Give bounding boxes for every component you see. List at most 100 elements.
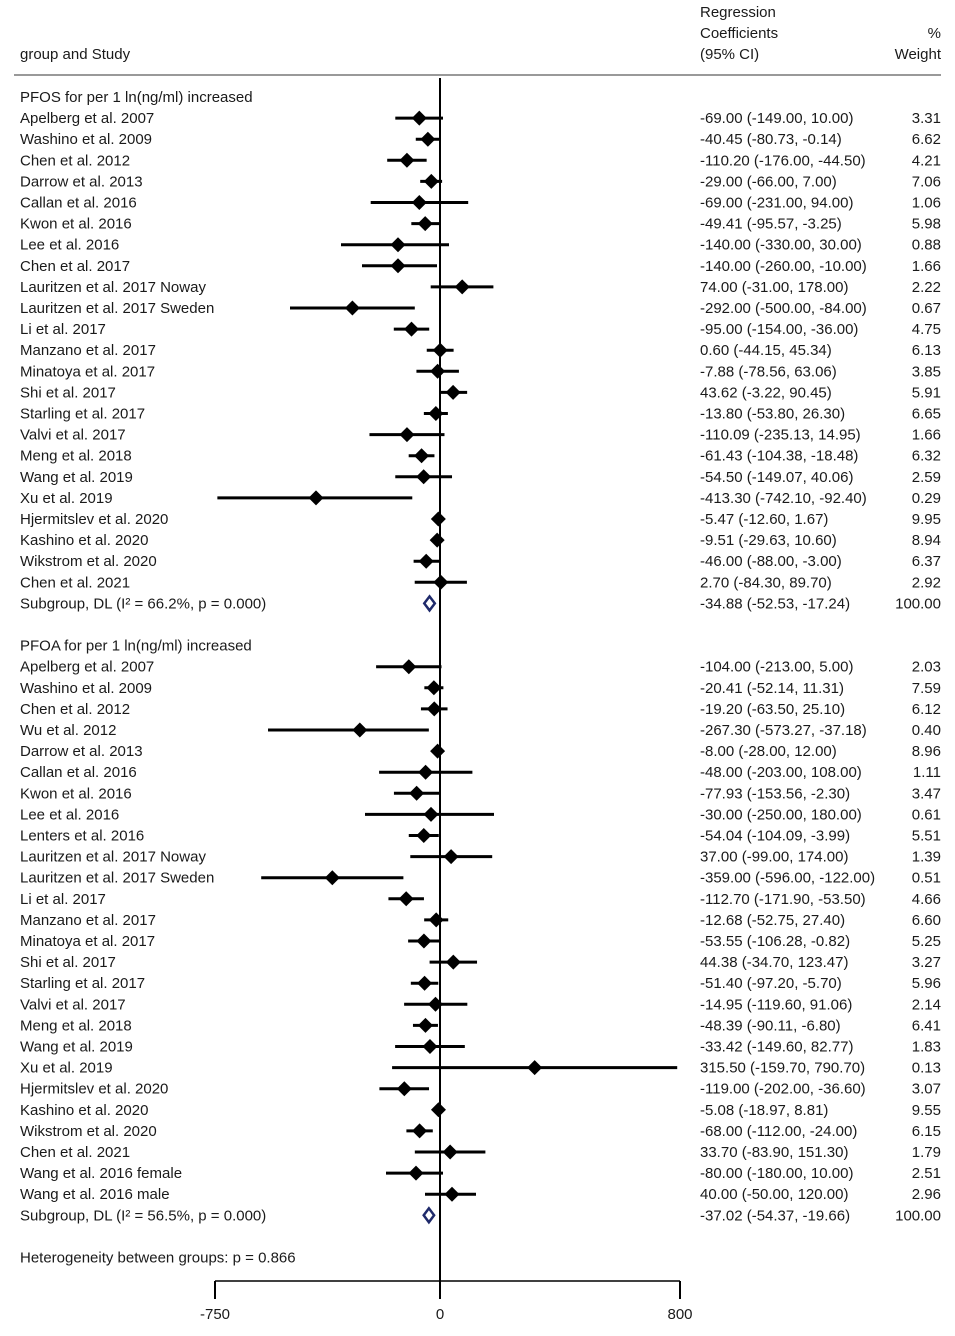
ci-text: -13.80 (-53.80, 26.30) [700, 406, 845, 423]
point-estimate [423, 806, 439, 822]
ci-text: -20.41 (-52.14, 11.31) [700, 680, 844, 697]
study-label: Chen et al. 2021 [20, 1144, 130, 1161]
point-estimate [430, 1102, 446, 1118]
study-label: Wu et al. 2012 [20, 722, 116, 739]
ci-text: 33.70 (-83.90, 151.30) [700, 1144, 848, 1161]
ci-text: -9.51 (-29.63, 10.60) [700, 532, 837, 549]
ci-text: -53.55 (-106.28, -0.82) [700, 933, 850, 950]
ci-text: -12.68 (-52.75, 27.40) [700, 912, 845, 929]
ci-text: -54.04 (-104.09, -3.99) [700, 828, 850, 845]
point-estimate [417, 216, 433, 232]
weight-text: 6.15 [912, 1123, 941, 1140]
study-label: Starling et al. 2017 [20, 975, 145, 992]
study-label: Kashino et al. 2020 [20, 1102, 148, 1119]
point-estimate [454, 279, 470, 295]
weight-text: 8.96 [912, 743, 941, 760]
group-title: PFOA for per 1 ln(ng/ml) increased [20, 638, 252, 655]
study-label: Lee et al. 2016 [20, 237, 119, 254]
ci-text: -61.43 (-104.38, -18.48) [700, 448, 858, 465]
subgroup-ci-text: -34.88 (-52.53, -17.24) [700, 595, 850, 612]
weight-text: 3.07 [912, 1081, 941, 1098]
point-estimate [412, 1123, 428, 1139]
header-coefficients: Regression Coefficients (95% CI) [700, 2, 778, 65]
subgroup-diamond [422, 1206, 436, 1225]
point-estimate [418, 553, 434, 569]
study-label: Apelberg et al. 2007 [20, 659, 154, 676]
ci-text: -69.00 (-149.00, 10.00) [700, 110, 853, 127]
study-label: Valvi et al. 2017 [20, 996, 126, 1013]
header-group-study: group and Study [20, 46, 131, 63]
weight-text: 0.61 [912, 806, 941, 823]
point-estimate [426, 701, 442, 717]
point-estimate [390, 258, 406, 274]
ci-text: -29.00 (-66.00, 7.00) [700, 173, 837, 190]
weight-text: 0.67 [912, 300, 941, 317]
study-label: Apelberg et al. 2007 [20, 110, 154, 127]
ci-text: -292.00 (-500.00, -84.00) [700, 300, 867, 317]
study-label: Wang et al. 2019 [20, 1039, 133, 1056]
point-estimate [429, 532, 445, 548]
weight-text: 2.14 [912, 996, 941, 1013]
point-estimate [344, 300, 360, 316]
point-estimate [418, 764, 434, 780]
ci-text: -140.00 (-330.00, 30.00) [700, 237, 862, 254]
ci-text: 2.70 (-84.30, 89.70) [700, 574, 832, 591]
study-label: Lauritzen et al. 2017 Noway [20, 849, 206, 866]
weight-text: 1.39 [912, 849, 941, 866]
point-estimate [417, 975, 433, 991]
weight-text: 3.31 [912, 110, 941, 127]
point-estimate [416, 933, 432, 949]
study-label: Chen et al. 2021 [20, 574, 130, 591]
point-estimate [430, 511, 446, 527]
weight-text: 0.40 [912, 722, 941, 739]
point-estimate [442, 1144, 458, 1160]
weight-text: 4.66 [912, 891, 941, 908]
study-label: Chen et al. 2012 [20, 701, 130, 718]
study-label: Minatoya et al. 2017 [20, 363, 155, 380]
header-weight: % Weight [895, 23, 941, 65]
study-label: Xu et al. 2019 [20, 1060, 113, 1077]
weight-text: 9.95 [912, 511, 941, 528]
point-estimate [422, 1039, 438, 1054]
weight-text: 0.29 [912, 490, 941, 507]
point-estimate [428, 912, 444, 928]
ci-text: -14.95 (-119.60, 91.06) [700, 996, 852, 1013]
point-estimate [324, 870, 340, 886]
ci-text: 74.00 (-31.00, 178.00) [700, 279, 848, 296]
weight-text: 6.37 [912, 553, 941, 570]
ci-text: -80.00 (-180.00, 10.00) [700, 1165, 853, 1182]
weight-text: 6.60 [912, 912, 941, 929]
study-label: Manzano et al. 2017 [20, 912, 156, 929]
weight-text: 1.06 [912, 195, 941, 212]
point-estimate [423, 173, 439, 189]
weight-text: 7.59 [912, 680, 941, 697]
subgroup-label: Subgroup, DL (I² = 56.5%, p = 0.000) [20, 1207, 266, 1224]
subgroup-ci-text: -37.02 (-54.37, -19.66) [700, 1207, 850, 1224]
ci-text: -267.30 (-573.27, -37.18) [700, 722, 867, 739]
ci-text: -5.08 (-18.97, 8.81) [700, 1102, 828, 1119]
weight-text: 1.83 [912, 1039, 941, 1056]
ci-text: -95.00 (-154.00, -36.00) [700, 321, 858, 338]
study-label: Lenters et al. 2016 [20, 828, 144, 845]
ci-text: -359.00 (-596.00, -122.00) [700, 870, 875, 887]
ci-text: 0.60 (-44.15, 45.34) [700, 342, 832, 359]
ci-text: 40.00 (-50.00, 120.00) [700, 1186, 848, 1203]
point-estimate [445, 384, 461, 400]
weight-text: 8.94 [912, 532, 941, 549]
ci-text: -49.41 (-95.57, -3.25) [700, 216, 842, 233]
ci-text: -48.00 (-203.00, 108.00) [700, 764, 862, 781]
weight-text: 7.06 [912, 173, 941, 190]
weight-text: 1.79 [912, 1144, 941, 1161]
tick-label: 0 [436, 1306, 444, 1323]
study-label: Chen et al. 2012 [20, 152, 130, 169]
point-estimate [308, 490, 324, 506]
point-estimate [401, 659, 417, 675]
point-estimate [352, 722, 368, 738]
header-weight-line1: % [927, 25, 941, 42]
weight-text: 1.66 [912, 258, 941, 275]
tick-label: -750 [200, 1306, 230, 1323]
ci-text: 44.38 (-34.70, 123.47) [700, 954, 848, 971]
study-label: Shi et al. 2017 [20, 954, 116, 971]
weight-text: 4.21 [912, 152, 941, 169]
